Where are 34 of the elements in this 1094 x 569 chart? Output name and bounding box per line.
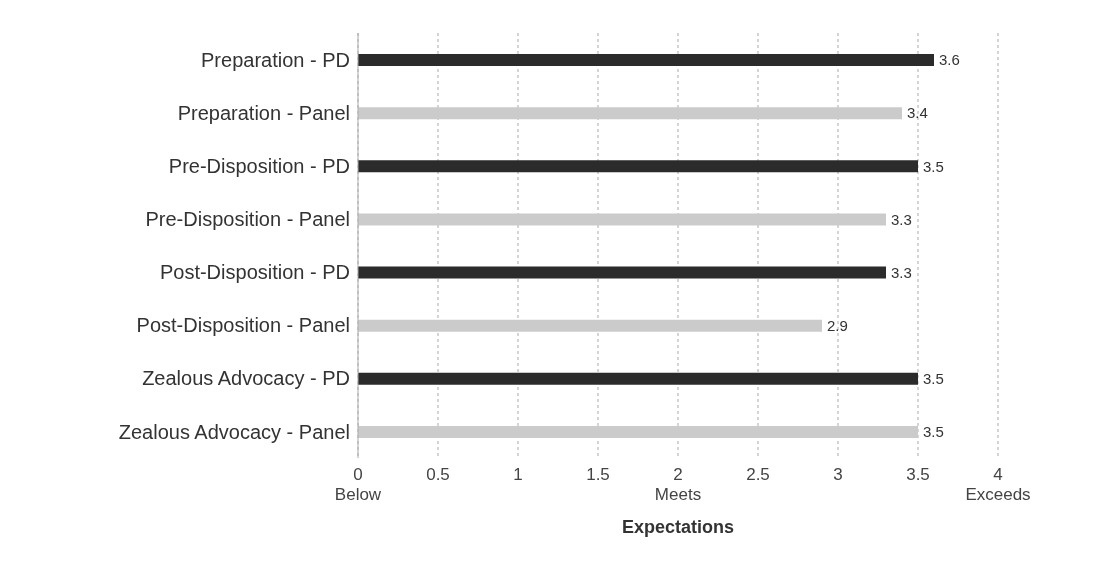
- bar: [358, 160, 918, 173]
- bar: [358, 107, 902, 120]
- x-tick-label: 4 Exceeds: [965, 465, 1031, 504]
- y-tick-label: Zealous Advocacy - PD: [142, 367, 350, 390]
- y-tick-label: Preparation - PD: [201, 48, 350, 71]
- x-tick-label: 2.5: [746, 465, 770, 484]
- data-label: 3.3: [891, 263, 912, 281]
- x-axis-title: Expectations: [621, 517, 735, 537]
- x-tick-label: 0.5: [426, 465, 450, 484]
- data-label: 3.5: [923, 370, 944, 388]
- x-tick-label: 0 Below: [334, 465, 382, 504]
- y-tick-label: Pre-Disposition - PD: [168, 154, 350, 177]
- data-label: 3.3: [891, 210, 912, 228]
- data-label: 2.9: [827, 316, 848, 334]
- x-tick-label: 1.5: [586, 465, 610, 484]
- x-tick-label: 2 Meets: [654, 465, 702, 504]
- y-tick-label: Preparation - Panel: [177, 101, 350, 124]
- data-label: 3.6: [939, 51, 960, 69]
- y-tick-label: Zealous Advocacy - Panel: [118, 420, 350, 443]
- x-tick-label: 3.5: [906, 465, 930, 484]
- bar: [358, 319, 822, 332]
- y-tick-label: Pre-Disposition - Panel: [145, 208, 350, 231]
- data-label: 3.5: [923, 157, 944, 175]
- y-tick-label: Post-Disposition - Panel: [136, 314, 350, 337]
- bar: [358, 213, 886, 226]
- y-tick-label: Post-Disposition - PD: [159, 261, 350, 284]
- x-tick-label: 1: [513, 465, 523, 484]
- bar: [358, 425, 918, 438]
- data-label: 3.4: [907, 104, 928, 122]
- x-tick-label: 3: [833, 465, 843, 484]
- bar: [358, 266, 886, 279]
- bar: [358, 54, 934, 66]
- bar: [358, 372, 918, 385]
- data-label: 3.5: [923, 423, 944, 441]
